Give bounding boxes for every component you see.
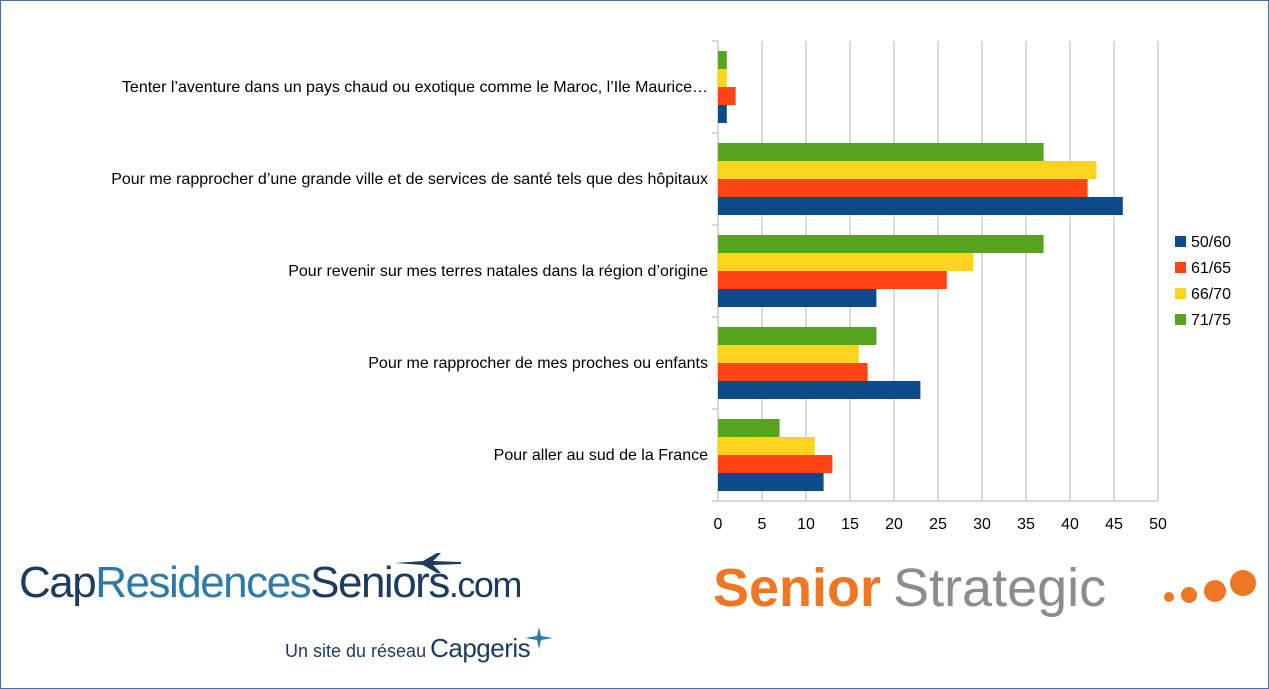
legend-swatch [1175, 314, 1186, 325]
x-tick-label: 5 [758, 516, 767, 533]
strategic-word: Strategic [893, 558, 1107, 618]
dots-icon [1164, 570, 1256, 603]
category-label: Pour aller au sud de la France [494, 447, 708, 464]
logo-cap-part: Cap [19, 558, 97, 607]
bar-71-75 [718, 51, 727, 69]
bar-61-65 [718, 271, 947, 289]
category-label: Pour me rapprocher de mes proches ou enf… [368, 355, 708, 372]
legend-swatch [1175, 288, 1186, 299]
bar-61-65 [718, 87, 736, 105]
x-tick-label: 50 [1149, 516, 1167, 533]
x-tick-label: 35 [1017, 516, 1035, 533]
x-tick-label: 0 [714, 516, 723, 533]
logo-com-part: .com [448, 564, 523, 605]
legend-swatch [1175, 262, 1186, 273]
legend-label: 71/75 [1191, 312, 1231, 329]
x-tick-label: 40 [1061, 516, 1079, 533]
x-tick-label: 15 [841, 516, 859, 533]
bar-71-75 [718, 143, 1044, 161]
x-tick-label: 20 [885, 516, 903, 533]
category-label: Pour revenir sur mes terres natales dans… [288, 263, 708, 280]
bar-71-75 [718, 235, 1044, 253]
bar-chart: Tenter l’aventure dans un pays chaud ou … [111, 40, 1231, 533]
bar-66-70 [718, 69, 727, 87]
bar-66-70 [718, 161, 1097, 179]
plane-icon [395, 553, 461, 573]
bar-66-70 [718, 253, 974, 271]
star-icon [525, 627, 553, 649]
bar-71-75 [718, 327, 877, 345]
bar-50-60 [718, 473, 824, 491]
network-signature: Un site du réseau Capgeris [285, 627, 585, 673]
x-tick-label: 30 [973, 516, 991, 533]
network-text: Un site du réseau [285, 641, 427, 661]
bar-66-70 [718, 437, 815, 455]
senior-strategic-logo: Senior Strategic [713, 557, 1263, 623]
bar-50-60 [718, 105, 727, 123]
x-tick-label: 45 [1105, 516, 1123, 533]
bar-61-65 [718, 179, 1088, 197]
logo-residences-part: Residences [95, 558, 311, 607]
bar-50-60 [718, 381, 921, 399]
bar-50-60 [718, 197, 1123, 215]
legend-label: 50/60 [1191, 234, 1231, 251]
senior-word: Senior [713, 558, 882, 618]
bar-61-65 [718, 455, 833, 473]
bar-50-60 [718, 289, 877, 307]
bar-71-75 [718, 419, 780, 437]
capresidencesseniors-logo: CapResidencesSeniors.com [19, 553, 579, 613]
x-tick-label: 25 [929, 516, 947, 533]
legend-label: 66/70 [1191, 286, 1231, 303]
x-tick-label: 10 [797, 516, 815, 533]
bar-66-70 [718, 345, 859, 363]
legend-swatch [1175, 236, 1186, 247]
capgeris-brand: Capgeris [430, 633, 531, 663]
category-label: Tenter l’aventure dans un pays chaud ou … [122, 79, 708, 96]
bar-61-65 [718, 363, 868, 381]
category-label: Pour me rapprocher d’une grande ville et… [111, 171, 708, 188]
legend-label: 61/65 [1191, 260, 1231, 277]
